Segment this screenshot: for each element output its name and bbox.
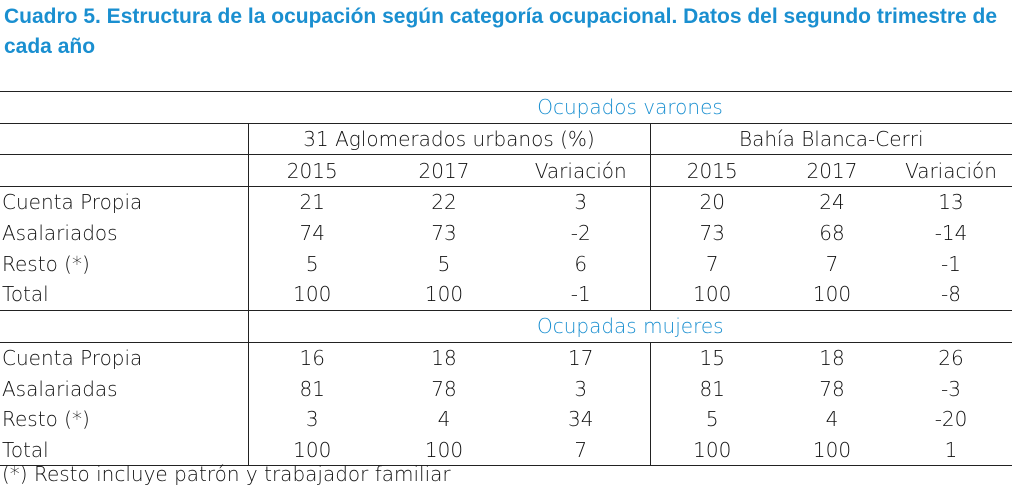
cell: -14	[934, 221, 968, 246]
cell: -1	[941, 251, 961, 276]
column-header: Variación	[890, 154, 1013, 187]
section-header-men: Ocupados varones	[0, 91, 1013, 124]
cell: 26	[890, 341, 1013, 374]
cell: 15	[649, 341, 774, 374]
cell: 100	[812, 282, 852, 307]
cell: 100	[649, 279, 774, 311]
cell: -20	[934, 407, 968, 432]
group-header-row: 31 Aglomerados urbanos (%) Bahía Blanca-…	[0, 122, 1013, 155]
cell: 24	[774, 186, 890, 218]
cell: 6	[574, 251, 588, 276]
row-label: Total	[0, 279, 249, 311]
cell: 1	[890, 434, 1013, 467]
section-title-men: Ocupados varones	[248, 91, 1013, 124]
cell: 100	[248, 434, 376, 467]
cell: 81	[299, 376, 325, 401]
table-row-men-total: Total 100 100 -1 100 100 -8	[0, 279, 1012, 311]
table-row-men-resto: Resto (*) 5 5 6 7 7 -1	[0, 248, 1012, 280]
row-label: Cuenta Propia	[0, 186, 249, 218]
cell: 7	[649, 248, 774, 280]
table-row-women-resto: Resto (*) 3 4 34 5 4 -20	[0, 403, 1012, 435]
cell: 100	[376, 434, 512, 467]
table-row-men-asalariados: Asalariados 74 73 -2 73 68 -14	[0, 217, 1012, 249]
cell: 4	[437, 407, 451, 432]
cell: 100	[293, 282, 332, 307]
cell: 5	[305, 251, 319, 276]
cell: -3	[941, 376, 961, 401]
cell: 100	[424, 282, 464, 307]
table-row-men-cuenta-propia: Cuenta Propia 21 22 3 20 24 13	[0, 186, 1013, 218]
group-header-bahia-blanca: Bahía Blanca-Cerri	[649, 122, 1013, 155]
cell: 3	[305, 407, 319, 432]
cell: 20	[649, 186, 774, 218]
cell: -8	[941, 282, 961, 307]
table-row-women-asalariadas: Asalariadas 81 78 3 81 78 -3	[0, 373, 1012, 404]
column-header: 2017	[774, 154, 890, 187]
cell: 68	[819, 221, 845, 246]
column-header: 2015	[248, 154, 376, 187]
cell: 78	[431, 376, 457, 401]
cell: 73	[649, 217, 774, 249]
cell: 3	[574, 376, 588, 401]
row-label: Resto (*)	[0, 403, 249, 435]
occupation-table: Ocupados varones 31 Aglomerados urbanos …	[0, 91, 1013, 467]
cell: 16	[248, 341, 376, 374]
cell: 5	[437, 251, 451, 276]
cell: 81	[649, 373, 774, 404]
cell: 100	[649, 434, 774, 467]
cell: 78	[819, 376, 845, 401]
cell: 34	[568, 407, 594, 432]
cell: 73	[431, 221, 457, 246]
cell: -1	[570, 282, 591, 307]
cell: -2	[570, 221, 591, 246]
footnote: (*) Resto incluye patrón y trabajador fa…	[2, 462, 451, 486]
column-header: 2015	[649, 154, 774, 187]
cell: 13	[890, 186, 1013, 218]
group-header-31-aglomerados: 31 Aglomerados urbanos (%)	[248, 122, 650, 155]
column-header: 2017	[376, 154, 512, 187]
cell: 7	[825, 251, 839, 276]
section-title-women: Ocupadas mujeres	[248, 309, 1013, 342]
year-header-row: 2015 2017 Variación 2015 2017 Variación	[0, 154, 1013, 187]
table-title: Cuadro 5. Estructura de la ocupación seg…	[4, 5, 998, 58]
cell: 7	[512, 434, 650, 467]
row-label: Asalariados	[0, 217, 249, 249]
cell: 22	[376, 186, 512, 218]
cell: 3	[512, 186, 650, 218]
column-header: Variación	[512, 154, 650, 187]
cell: 17	[512, 341, 650, 374]
row-label: Cuenta Propia	[0, 341, 249, 374]
table-row-women-cuenta-propia: Cuenta Propia 16 18 17 15 18 26	[0, 341, 1013, 374]
cell: 18	[774, 341, 890, 374]
cell: 4	[825, 407, 839, 432]
cell: 21	[248, 186, 376, 218]
cell: 74	[299, 221, 325, 246]
row-label: Resto (*)	[0, 248, 249, 280]
row-label: Total	[0, 434, 249, 467]
cell: 5	[649, 403, 774, 435]
row-label: Asalariadas	[0, 373, 249, 404]
table-row-women-total: Total 100 100 7 100 100 1	[0, 434, 1013, 467]
section-header-women: Ocupadas mujeres	[0, 309, 1013, 342]
cell: 18	[376, 341, 512, 374]
cell: 100	[774, 434, 890, 467]
